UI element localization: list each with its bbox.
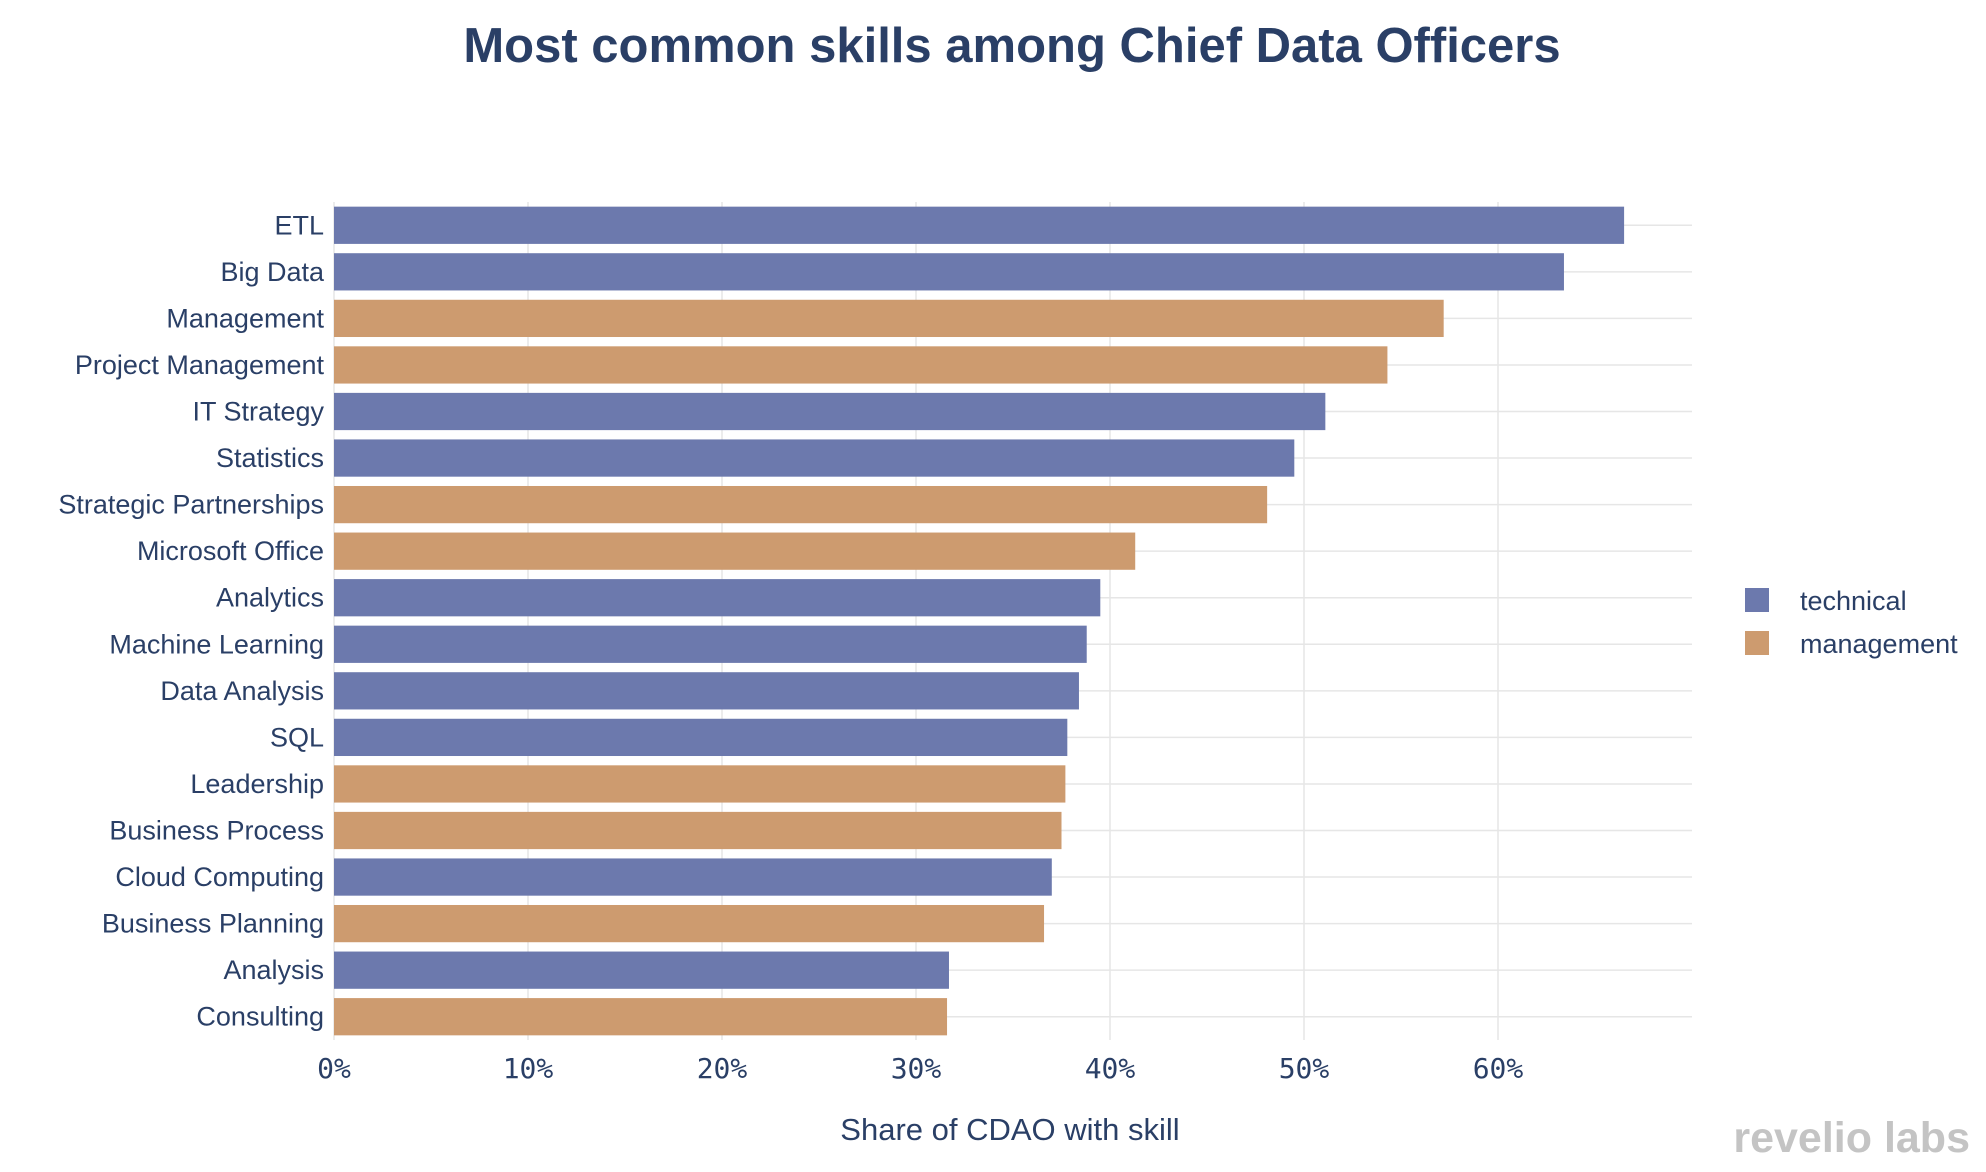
bar-consulting bbox=[334, 998, 948, 1036]
bar-sql bbox=[334, 718, 1068, 757]
bar-analytics bbox=[334, 579, 1101, 617]
category-label-business-planning: Business Planning bbox=[102, 909, 324, 939]
x-tick-label: 50% bbox=[1279, 1052, 1330, 1085]
category-label-analysis: Analysis bbox=[223, 955, 324, 985]
category-label-project-management: Project Management bbox=[75, 350, 325, 380]
bar-leadership bbox=[334, 765, 1066, 803]
bar-microsoft-office bbox=[334, 532, 1136, 570]
bar-etl bbox=[334, 206, 1625, 244]
x-tick-label: 10% bbox=[503, 1052, 554, 1085]
category-label-machine-learning: Machine Learning bbox=[109, 629, 324, 659]
x-axis-title: Share of CDAO with skill bbox=[840, 1112, 1179, 1147]
bar-it-strategy bbox=[334, 392, 1326, 431]
bar-business-process bbox=[334, 811, 1062, 850]
bar-machine-learning bbox=[334, 625, 1087, 663]
category-label-business-process: Business Process bbox=[109, 816, 324, 846]
legend-swatch-technical bbox=[1745, 588, 1769, 612]
x-tick-label: 40% bbox=[1085, 1052, 1136, 1085]
chart-title: Most common skills among Chief Data Offi… bbox=[463, 19, 1560, 73]
x-tick-label: 60% bbox=[1473, 1052, 1524, 1085]
x-tick-label: 0% bbox=[317, 1052, 351, 1085]
bar-business-planning bbox=[334, 904, 1045, 943]
x-tick-labels: 0% 10% 20% 30% 40% 50% 60% bbox=[317, 1052, 1523, 1085]
category-labels: ETL Big Data Management Project Management I… bbox=[58, 210, 325, 1031]
category-label-it-strategy: IT Strategy bbox=[192, 397, 324, 427]
legend-label-technical: technical bbox=[1800, 586, 1907, 616]
category-label-sql: SQL bbox=[270, 722, 324, 752]
bar-management bbox=[334, 299, 1444, 338]
bar-data-analysis bbox=[334, 672, 1079, 710]
bar-project-management bbox=[334, 346, 1388, 384]
bar-strategic-partnerships bbox=[334, 485, 1268, 524]
legend-label-management: management bbox=[1800, 629, 1958, 659]
category-label-microsoft-office: Microsoft Office bbox=[137, 536, 324, 566]
x-tick-label: 30% bbox=[891, 1052, 942, 1085]
category-label-consulting: Consulting bbox=[196, 1002, 324, 1032]
brand-logo: revelio labs bbox=[1733, 1114, 1970, 1162]
bar-statistics bbox=[334, 439, 1295, 477]
category-label-big-data: Big Data bbox=[220, 257, 325, 287]
legend-swatch-management bbox=[1745, 631, 1769, 655]
bar-analysis bbox=[334, 951, 949, 989]
x-tick-label: 20% bbox=[697, 1052, 748, 1085]
category-label-cloud-computing: Cloud Computing bbox=[115, 862, 324, 892]
category-label-analytics: Analytics bbox=[216, 583, 324, 613]
category-label-leadership: Leadership bbox=[190, 769, 324, 799]
bar-big-data bbox=[334, 253, 1564, 291]
category-label-management: Management bbox=[166, 303, 324, 333]
category-label-etl: ETL bbox=[274, 210, 324, 240]
category-label-strategic-partnerships: Strategic Partnerships bbox=[58, 490, 324, 520]
bar-cloud-computing bbox=[334, 858, 1052, 896]
bars bbox=[334, 206, 1625, 1036]
category-label-data-analysis: Data Analysis bbox=[160, 676, 324, 706]
category-label-statistics: Statistics bbox=[216, 443, 324, 473]
legend: technical management bbox=[1745, 586, 1958, 659]
